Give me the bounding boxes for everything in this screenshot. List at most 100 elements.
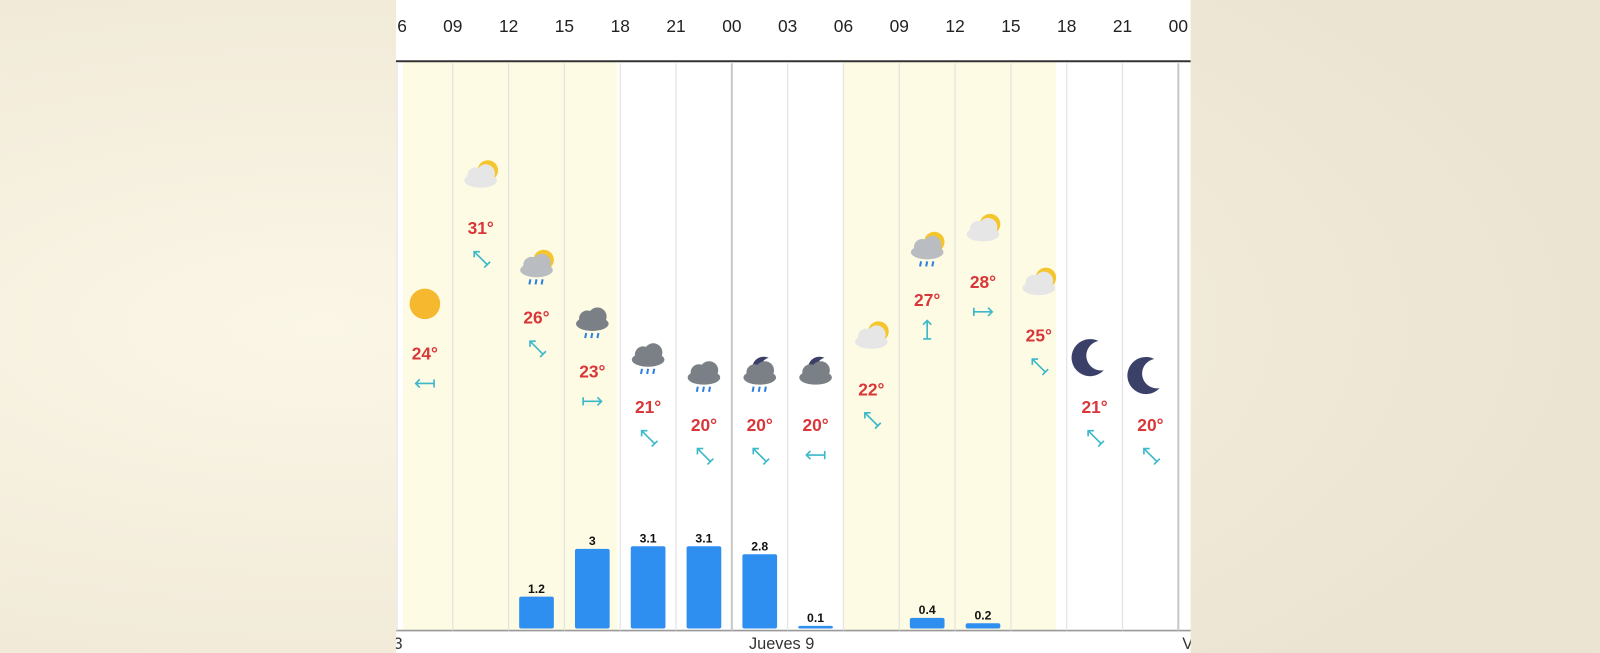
rain-drop bbox=[757, 386, 761, 393]
moon bbox=[1071, 339, 1104, 377]
cloud bbox=[588, 307, 607, 326]
weather-icon bbox=[1127, 356, 1160, 395]
wind-tail bbox=[1153, 458, 1161, 466]
weather-icon bbox=[1071, 339, 1104, 377]
x-tick-label: 06 bbox=[834, 16, 853, 36]
precip-bar bbox=[519, 596, 554, 629]
wind-head bbox=[752, 447, 760, 455]
wind-arrow bbox=[752, 447, 770, 466]
wind-arrow bbox=[414, 378, 435, 389]
cloud bbox=[699, 361, 719, 380]
wind-shaft bbox=[864, 412, 879, 427]
rain-drop bbox=[919, 261, 923, 267]
day-label: 3 bbox=[393, 635, 402, 653]
rain-drop bbox=[584, 332, 588, 339]
temp-label: 21° bbox=[1082, 397, 1108, 417]
wind-arrow bbox=[1143, 447, 1161, 466]
weather-icon bbox=[966, 213, 1001, 242]
rain-drop bbox=[590, 332, 594, 339]
precip-label: 3 bbox=[589, 534, 596, 548]
temp-label: 26° bbox=[523, 308, 549, 328]
wind-shaft bbox=[1031, 358, 1046, 373]
precip-label: 1.2 bbox=[528, 582, 545, 596]
x-tick-label: 15 bbox=[555, 16, 574, 36]
wind-arrow bbox=[1031, 358, 1049, 376]
cloud bbox=[644, 343, 663, 362]
temp-label: 20° bbox=[802, 415, 828, 435]
precip-bar bbox=[798, 625, 833, 629]
rain-drop bbox=[925, 261, 929, 267]
cloud bbox=[532, 253, 551, 273]
wind-arrow bbox=[805, 450, 826, 460]
precip-bar bbox=[630, 546, 666, 629]
wind-head bbox=[696, 447, 704, 455]
rain-drop bbox=[528, 279, 532, 285]
cloud bbox=[867, 325, 886, 344]
wind-tail bbox=[1041, 368, 1049, 376]
temp-label: 20° bbox=[691, 415, 717, 435]
temp-label: 20° bbox=[1137, 415, 1163, 435]
weather-icon bbox=[855, 321, 889, 349]
x-tick-label: 18 bbox=[1057, 16, 1076, 36]
rain-drop bbox=[763, 386, 767, 393]
temp-label: 25° bbox=[1026, 326, 1052, 346]
x-tick-label: 21 bbox=[1113, 16, 1132, 36]
wind-head bbox=[1031, 358, 1039, 365]
wind-head bbox=[596, 396, 603, 407]
wind-arrow bbox=[972, 307, 994, 317]
wind-arrow bbox=[696, 447, 714, 466]
wind-shaft bbox=[473, 251, 488, 266]
weather-icon bbox=[409, 288, 441, 320]
x-tick-label: 12 bbox=[499, 16, 518, 36]
rain-drop bbox=[534, 279, 538, 285]
wind-arrow bbox=[473, 250, 491, 269]
precip-bar bbox=[909, 617, 945, 629]
wind-shaft bbox=[641, 430, 656, 445]
precip-bar bbox=[742, 554, 778, 629]
temp-label: 31° bbox=[468, 218, 494, 238]
weather-icon bbox=[910, 231, 945, 267]
precip-label: 0.2 bbox=[974, 608, 991, 622]
rain-drop bbox=[751, 386, 755, 393]
rain-drop bbox=[540, 279, 544, 285]
wind-shaft bbox=[696, 447, 712, 463]
day-label: V bbox=[1182, 635, 1193, 653]
wind-arrow bbox=[582, 396, 603, 407]
cloud bbox=[923, 235, 942, 255]
temp-label: 27° bbox=[914, 290, 940, 310]
wind-tail bbox=[651, 440, 659, 448]
rain-drop bbox=[931, 261, 935, 267]
wind-head bbox=[987, 307, 994, 317]
temp-label: 28° bbox=[970, 272, 996, 292]
rain-drop bbox=[646, 368, 650, 375]
wind-arrow bbox=[640, 429, 659, 448]
cloud bbox=[811, 361, 830, 380]
wind-arrow bbox=[864, 411, 882, 430]
wind-shaft bbox=[752, 447, 767, 463]
wind-shaft bbox=[529, 340, 544, 355]
day-shade bbox=[403, 61, 618, 631]
wind-head bbox=[1087, 429, 1094, 437]
wind-head bbox=[864, 411, 871, 419]
x-tick-label: 00 bbox=[1169, 16, 1188, 36]
precip-bar bbox=[574, 548, 610, 629]
weather-icon bbox=[520, 249, 554, 285]
x-tick-label: 00 bbox=[722, 16, 741, 36]
wind-head bbox=[922, 319, 932, 326]
rain-drop bbox=[701, 386, 705, 393]
x-tick-label: 21 bbox=[666, 16, 685, 36]
wind-tail bbox=[874, 422, 882, 430]
wind-shaft bbox=[1087, 430, 1102, 445]
wind-head bbox=[529, 340, 536, 347]
x-tick-label: 09 bbox=[443, 16, 462, 36]
weather-icon bbox=[631, 343, 665, 375]
x-tick-label: 03 bbox=[778, 16, 797, 36]
wind-head bbox=[640, 429, 648, 437]
rain-drop bbox=[639, 368, 644, 375]
wind-head bbox=[805, 450, 812, 460]
wind-tail bbox=[762, 458, 770, 466]
rain-drop bbox=[708, 386, 712, 393]
wind-head bbox=[473, 250, 480, 258]
cloud bbox=[755, 361, 775, 380]
